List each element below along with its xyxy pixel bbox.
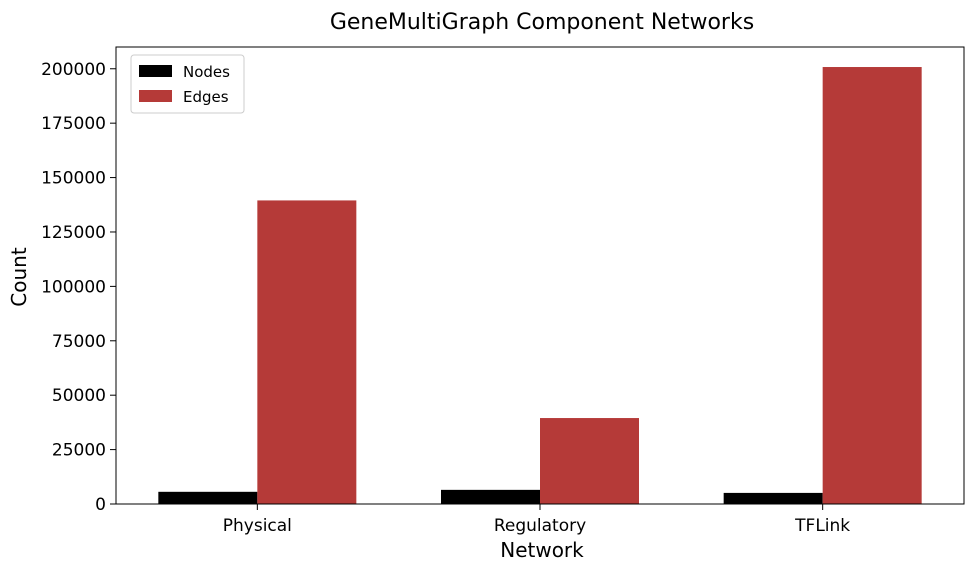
legend-label-edges: Edges: [183, 88, 229, 106]
x-tick-label: TFLink: [794, 516, 850, 536]
legend-label-nodes: Nodes: [183, 63, 230, 81]
bar-edges-regulatory: [540, 418, 639, 504]
x-tick-label: Regulatory: [494, 516, 586, 536]
y-tick-label: 25000: [52, 441, 106, 461]
y-tick-label: 0: [95, 495, 106, 515]
y-tick-label: 200000: [41, 60, 106, 80]
bar-edges-physical: [257, 200, 357, 504]
bar-nodes-tflink: [723, 492, 823, 504]
bar-edges-tflink: [822, 67, 922, 505]
y-tick-label: 175000: [41, 114, 106, 134]
y-tick-label: 125000: [41, 223, 106, 243]
x-axis-label: Network: [500, 538, 584, 562]
bar-nodes-regulatory: [441, 489, 540, 504]
y-tick-label: 75000: [52, 332, 106, 352]
y-axis-label: Count: [7, 247, 31, 307]
plot-frame: [115, 46, 965, 505]
y-tick-label: 50000: [52, 386, 106, 406]
y-tick-label: 100000: [41, 277, 106, 297]
legend-swatch-edges: [139, 90, 172, 102]
y-tick-label: 150000: [41, 169, 106, 189]
legend-swatch-nodes: [139, 65, 172, 77]
bar-nodes-physical: [158, 491, 258, 504]
x-tick-label: Physical: [223, 516, 292, 536]
legend: Nodes Edges: [130, 54, 245, 114]
chart-title: GeneMultiGraph Component Networks: [330, 10, 754, 35]
plot-area: Physical Regulatory TFLink 0 25000 50000 75000…: [41, 46, 965, 536]
